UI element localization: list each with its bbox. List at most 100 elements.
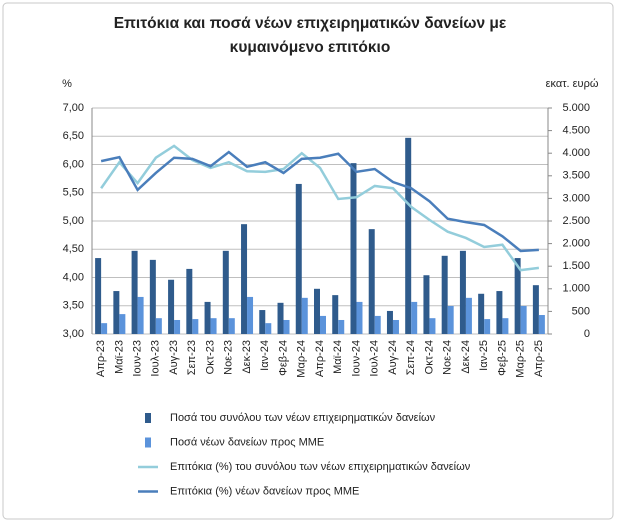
bar	[137, 296, 144, 334]
bar	[368, 229, 375, 334]
x-tick-label: Νοε-24	[442, 340, 454, 375]
bar	[405, 137, 412, 334]
bar	[265, 323, 272, 334]
bar	[204, 301, 211, 334]
bar	[538, 315, 545, 334]
x-tick-label: Ιουν-23	[132, 340, 144, 377]
bar	[149, 259, 156, 334]
bar	[386, 310, 393, 334]
bar	[478, 293, 485, 334]
chart-title: Επιτόκια και ποσά νέων επιχειρηματικών δ…	[113, 15, 507, 56]
bar	[241, 224, 248, 334]
y2-tick-label: 500	[572, 305, 590, 317]
x-tick-label: Δεκ-24	[460, 340, 472, 374]
x-tick-label: Οκτ-23	[204, 340, 216, 374]
y2-tick-label: 4.500	[562, 125, 590, 137]
bar	[332, 295, 339, 334]
bar	[484, 319, 491, 334]
legend-label: Ποσά νέων δανείων προς ΜΜΕ	[170, 436, 324, 448]
bar	[210, 318, 217, 334]
bar	[95, 258, 102, 334]
x-tick-label: Αυγ-23	[168, 340, 180, 375]
bar	[496, 291, 503, 334]
bar	[113, 291, 120, 334]
bar	[228, 318, 235, 334]
bar	[374, 315, 381, 334]
x-tick-label: Σεπ-24	[405, 340, 417, 375]
legend-label: Επιτόκια (%) του συνόλου των νέων επιχει…	[170, 461, 471, 473]
y2-tick-label: 2.500	[562, 215, 590, 227]
bar	[356, 301, 363, 334]
y-tick-label: 6,50	[63, 130, 84, 142]
y-axis-label: %	[62, 78, 72, 90]
bar	[277, 302, 284, 334]
bar	[155, 318, 162, 334]
x-tick-label: Φεβ-24	[277, 340, 289, 376]
line	[100, 150, 539, 253]
bar	[247, 296, 254, 334]
bar	[119, 314, 126, 334]
bar	[350, 163, 357, 334]
line	[100, 144, 540, 272]
bar	[520, 305, 527, 334]
bar	[222, 250, 229, 334]
bar	[338, 319, 345, 334]
y-tick-label: 4,00	[63, 271, 84, 283]
bar	[283, 319, 290, 334]
x-tick-label: Μαϊ-24	[332, 340, 344, 374]
y2-axis-label: εκατ. ευρώ	[546, 78, 599, 90]
bar	[192, 319, 199, 334]
bar	[101, 323, 108, 334]
bar	[259, 310, 266, 334]
legend-label: Ποσά του συνόλου των νέων επιχειρηματικώ…	[170, 412, 436, 424]
x-tick-label: Ιουλ-24	[369, 340, 381, 377]
x-tick-label: Μαρ-24	[296, 340, 308, 378]
legend-swatch	[145, 437, 151, 448]
bar	[514, 258, 521, 334]
y2-tick-label: 5.000	[562, 102, 590, 114]
bar	[423, 275, 430, 334]
x-tick-label: Απρ-24	[314, 340, 326, 377]
bar	[532, 285, 539, 334]
x-tick-label: Ιαν-25	[478, 340, 490, 371]
bar	[502, 318, 509, 334]
bar	[174, 319, 181, 334]
x-tick-label: Ιαν-24	[259, 340, 271, 371]
bar	[411, 301, 418, 334]
bar	[131, 250, 138, 334]
bar	[168, 279, 175, 334]
bar	[459, 250, 466, 334]
legend-label: Επιτόκια (%) νέων δανείων προς ΜΜΕ	[170, 485, 359, 497]
bar	[295, 183, 302, 334]
x-tick-label: Νοε-23	[223, 340, 235, 375]
y-tick-label: 7,00	[63, 102, 84, 114]
y2-tick-label: 1.500	[562, 260, 590, 272]
bar	[465, 297, 472, 334]
x-tick-label: Μαρ-25	[515, 340, 527, 378]
y-tick-label: 6,00	[63, 158, 84, 170]
y2-tick-label: 4.000	[562, 147, 590, 159]
y2-tick-label: 3.000	[562, 192, 590, 204]
y2-tick-label: 3.500	[562, 170, 590, 182]
y-tick-label: 5,00	[63, 215, 84, 227]
legend-swatch	[145, 413, 151, 423]
bar	[392, 319, 399, 334]
y2-tick-label: 1.000	[562, 283, 590, 295]
x-tick-label: Ιουν-24	[350, 340, 362, 377]
y2-tick-label: 2.000	[562, 238, 590, 250]
y-tick-label: 5,50	[63, 187, 84, 199]
x-tick-label: Σεπ-23	[186, 340, 198, 375]
bar	[314, 288, 320, 334]
y-tick-label: 4,50	[63, 243, 84, 255]
bar	[441, 255, 448, 334]
bar	[301, 297, 308, 334]
x-tick-label: Δεκ-23	[241, 340, 253, 374]
bar	[447, 305, 454, 334]
x-tick-label: Φεβ-25	[496, 340, 508, 376]
y-tick-label: 3,50	[63, 300, 84, 312]
bar	[186, 268, 193, 334]
bar	[320, 315, 326, 334]
x-tick-label: Ιουλ-23	[150, 340, 162, 377]
